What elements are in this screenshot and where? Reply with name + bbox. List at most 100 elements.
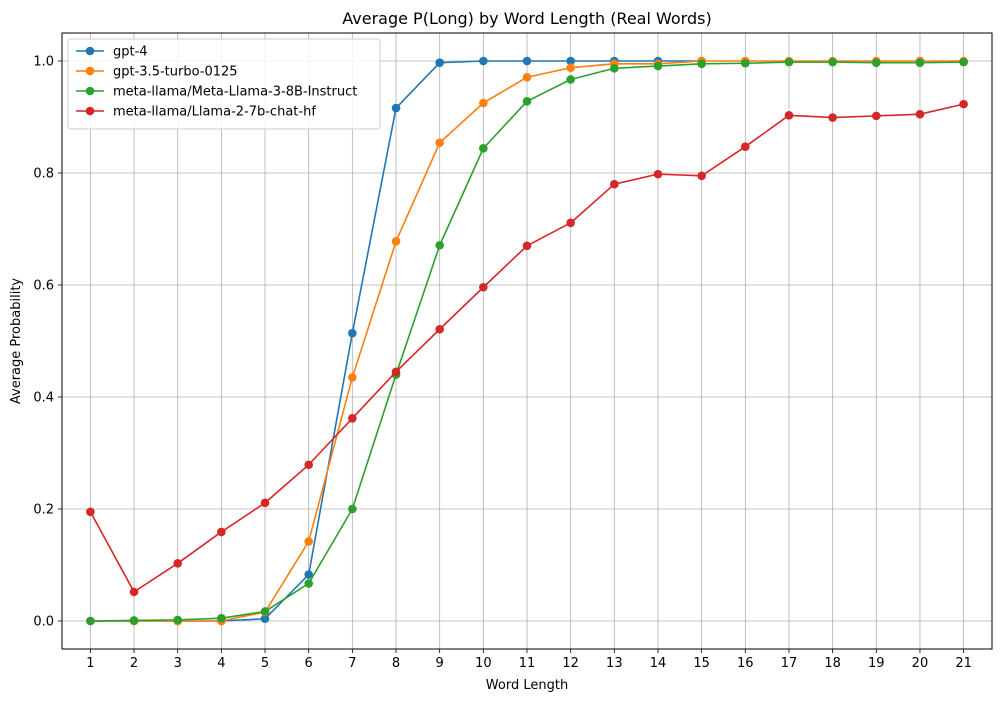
data-point bbox=[129, 616, 139, 625]
y-tick-label: 0.4 bbox=[33, 391, 54, 406]
data-point bbox=[915, 109, 925, 119]
data-point bbox=[173, 559, 183, 568]
data-point bbox=[522, 97, 532, 106]
data-point bbox=[697, 171, 706, 181]
legend-entry: meta-llama/Meta-Llama-3-8B-Instruct bbox=[76, 85, 357, 100]
data-point bbox=[871, 58, 881, 67]
legend-marker bbox=[85, 86, 95, 96]
data-point bbox=[391, 103, 401, 113]
data-point bbox=[304, 460, 313, 470]
data-point bbox=[915, 58, 925, 67]
data-point bbox=[260, 607, 270, 616]
data-point bbox=[522, 56, 532, 66]
x-tick-label: 15 bbox=[693, 656, 710, 671]
legend-entry: gpt-3.5-turbo-0125 bbox=[76, 65, 238, 80]
x-tick-label: 18 bbox=[824, 656, 841, 671]
data-point bbox=[653, 61, 663, 71]
x-tick-label: 3 bbox=[174, 656, 182, 671]
x-tick-label: 2 bbox=[130, 656, 138, 671]
data-point bbox=[86, 507, 95, 517]
legend-label: meta-llama/Llama-2-7b-chat-hf bbox=[113, 105, 316, 120]
x-tick-label: 10 bbox=[475, 656, 492, 671]
x-tick-label: 8 bbox=[392, 656, 400, 671]
data-point bbox=[959, 57, 968, 67]
data-point bbox=[610, 179, 619, 189]
x-tick-label: 12 bbox=[562, 656, 579, 671]
x-tick-label: 4 bbox=[217, 656, 225, 671]
data-point bbox=[260, 614, 270, 624]
data-point bbox=[479, 144, 488, 153]
data-point bbox=[304, 579, 313, 588]
data-point bbox=[435, 138, 444, 148]
x-axis-label: Word Length bbox=[486, 678, 568, 693]
x-tick-label: 5 bbox=[261, 656, 269, 671]
x-tick-label: 7 bbox=[348, 656, 356, 671]
x-tick-label: 13 bbox=[606, 656, 623, 671]
data-point bbox=[217, 527, 226, 537]
series-3 bbox=[86, 99, 968, 597]
data-point bbox=[173, 615, 183, 625]
x-tick-label: 1 bbox=[86, 656, 94, 671]
y-tick-label: 0.6 bbox=[33, 279, 54, 294]
series-2 bbox=[86, 57, 968, 626]
y-axis: 0.0 0.2 0.4 0.6 0.8 1.0 bbox=[33, 55, 62, 630]
data-point bbox=[435, 58, 444, 67]
series-layer bbox=[86, 56, 968, 626]
legend-entry: meta-llama/Llama-2-7b-chat-hf bbox=[76, 105, 316, 120]
data-point bbox=[566, 75, 575, 84]
legend-marker bbox=[85, 106, 95, 116]
data-point bbox=[828, 57, 837, 67]
data-point bbox=[391, 367, 401, 377]
data-point bbox=[741, 58, 750, 68]
data-point bbox=[566, 218, 575, 228]
data-point bbox=[348, 504, 357, 514]
data-point bbox=[435, 240, 444, 250]
legend: gpt-4 gpt-3.5-turbo-0125 meta-llama/Meta-L… bbox=[67, 38, 381, 130]
x-tick-label: 16 bbox=[737, 656, 754, 671]
x-tick-label: 11 bbox=[519, 656, 536, 671]
y-tick-label: 0.0 bbox=[33, 615, 54, 630]
legend-label: meta-llama/Meta-Llama-3-8B-Instruct bbox=[113, 85, 357, 100]
y-axis-label: Average Probability bbox=[9, 278, 24, 405]
data-point bbox=[86, 616, 95, 626]
data-point bbox=[348, 373, 357, 382]
legend-marker bbox=[85, 66, 95, 76]
y-tick-label: 0.2 bbox=[33, 503, 54, 518]
grid bbox=[62, 33, 992, 649]
data-point bbox=[522, 72, 532, 82]
x-tick-label: 20 bbox=[912, 656, 929, 671]
data-point bbox=[129, 587, 139, 597]
legend-box bbox=[67, 38, 381, 130]
x-tick-label: 17 bbox=[781, 656, 798, 671]
data-point bbox=[522, 241, 532, 251]
data-point bbox=[479, 56, 488, 66]
data-point bbox=[610, 63, 619, 73]
legend-marker bbox=[85, 46, 95, 56]
data-point bbox=[566, 63, 575, 73]
data-point bbox=[391, 237, 401, 246]
data-point bbox=[479, 98, 488, 108]
data-point bbox=[348, 413, 357, 423]
data-point bbox=[784, 57, 794, 67]
y-tick-label: 1.0 bbox=[33, 55, 54, 70]
data-point bbox=[566, 56, 575, 66]
data-point bbox=[260, 498, 270, 508]
data-point bbox=[784, 111, 794, 120]
data-point bbox=[828, 113, 837, 122]
legend-entry: gpt-4 bbox=[76, 45, 148, 60]
data-point bbox=[479, 282, 488, 292]
x-axis: 1 2 3 4 5 6 7 8 9 10 11 12 13 14 15 16 17 18 19 20 21 bbox=[86, 649, 972, 671]
data-point bbox=[871, 111, 881, 121]
chart-title: Average P(Long) by Word Length (Real Wor… bbox=[342, 9, 711, 28]
x-tick-label: 21 bbox=[955, 656, 972, 671]
data-point bbox=[741, 142, 750, 151]
x-tick-label: 6 bbox=[305, 656, 313, 671]
data-point bbox=[959, 99, 968, 109]
data-point bbox=[653, 169, 663, 179]
x-tick-label: 14 bbox=[650, 656, 667, 671]
legend-label: gpt-3.5-turbo-0125 bbox=[113, 65, 238, 80]
legend-label: gpt-4 bbox=[113, 45, 148, 60]
y-tick-label: 0.8 bbox=[33, 167, 54, 182]
data-point bbox=[697, 59, 706, 69]
